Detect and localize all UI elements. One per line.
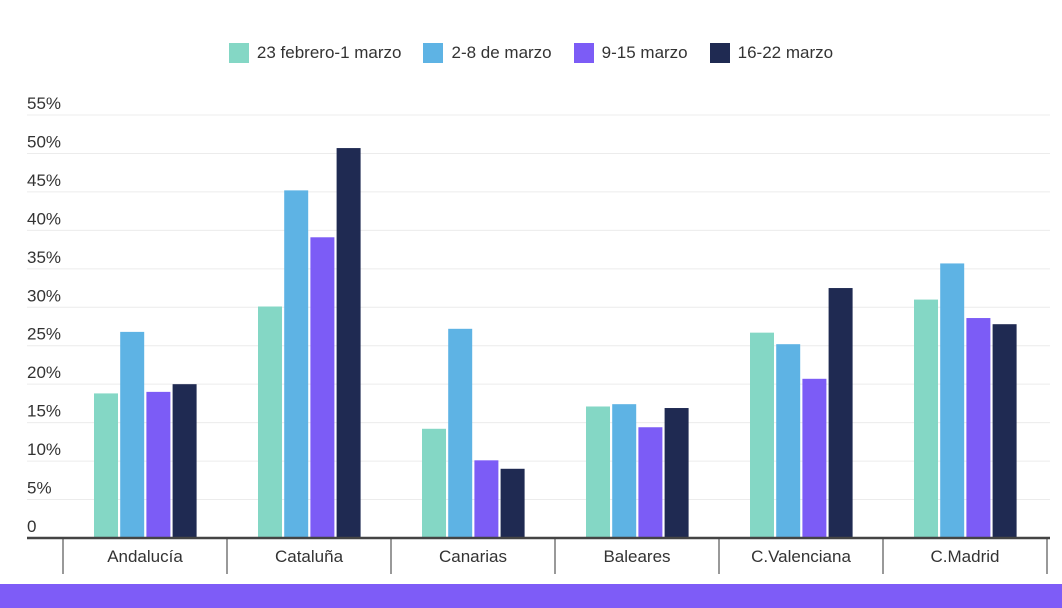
- bar: [586, 406, 610, 538]
- bar: [612, 404, 637, 538]
- x-tick-label: Cataluña: [275, 547, 344, 566]
- legend-item: 23 febrero-1 marzo: [228, 43, 402, 63]
- y-tick-label: 0: [27, 517, 36, 536]
- bar: [146, 391, 171, 538]
- y-tick-label: 35%: [27, 248, 61, 267]
- bar: [422, 428, 446, 538]
- legend-label: 2-8 de marzo: [451, 43, 552, 62]
- legend-item: 16-22 marzo: [709, 43, 834, 63]
- bar: [966, 318, 991, 538]
- bar: [120, 331, 145, 538]
- legend: 23 febrero-1 marzo 2-8 de marzo 9-15 marzo…: [0, 43, 1062, 63]
- footer-bar: [0, 584, 1062, 608]
- bar: [172, 384, 197, 538]
- bar: [802, 378, 827, 538]
- legend-label: 23 febrero-1 marzo: [256, 43, 402, 62]
- y-tick-label: 50%: [27, 132, 61, 151]
- x-tick-label: Canarias: [439, 547, 507, 566]
- y-tick-label: 40%: [27, 209, 61, 228]
- bar-chart: 0 5% 10% 15% 20% 25% 30% 35% 40% 45% 50% 55% Andaluc…: [27, 94, 1050, 574]
- bar: [828, 288, 853, 538]
- y-tick-label: 10%: [27, 440, 61, 459]
- y-tick-label: 45%: [27, 171, 61, 190]
- x-tick-label: Baleares: [603, 547, 670, 566]
- y-tick-label: 25%: [27, 325, 61, 344]
- bar: [284, 190, 309, 538]
- bar: [310, 237, 335, 538]
- bar: [992, 324, 1017, 538]
- x-tick-label: C.Valenciana: [751, 547, 851, 566]
- bar: [914, 299, 938, 538]
- x-tick-label: Andalucía: [107, 547, 183, 566]
- legend-item: 9-15 marzo: [573, 43, 688, 63]
- legend-label: 9-15 marzo: [601, 43, 688, 62]
- y-tick-label: 15%: [27, 402, 61, 421]
- bar: [500, 468, 525, 538]
- bar: [940, 263, 965, 538]
- bar: [638, 427, 663, 538]
- bar: [258, 306, 282, 538]
- bar: [776, 344, 801, 538]
- legend-swatch: [423, 43, 444, 63]
- bar: [664, 408, 689, 538]
- y-tick-label: 55%: [27, 94, 61, 113]
- x-tick-label: C.Madrid: [931, 547, 1000, 566]
- bar: [336, 148, 361, 538]
- legend-item: 2-8 de marzo: [423, 43, 552, 63]
- bar: [474, 460, 499, 538]
- legend-swatch: [228, 43, 249, 63]
- legend-label: 16-22 marzo: [737, 43, 834, 62]
- legend-swatch: [709, 43, 730, 63]
- legend-swatch: [573, 43, 594, 63]
- bar: [750, 332, 774, 538]
- y-tick-label: 30%: [27, 286, 61, 305]
- bar: [448, 328, 473, 538]
- bar: [94, 393, 118, 538]
- y-tick-label: 20%: [27, 363, 61, 382]
- y-tick-label: 5%: [27, 479, 52, 498]
